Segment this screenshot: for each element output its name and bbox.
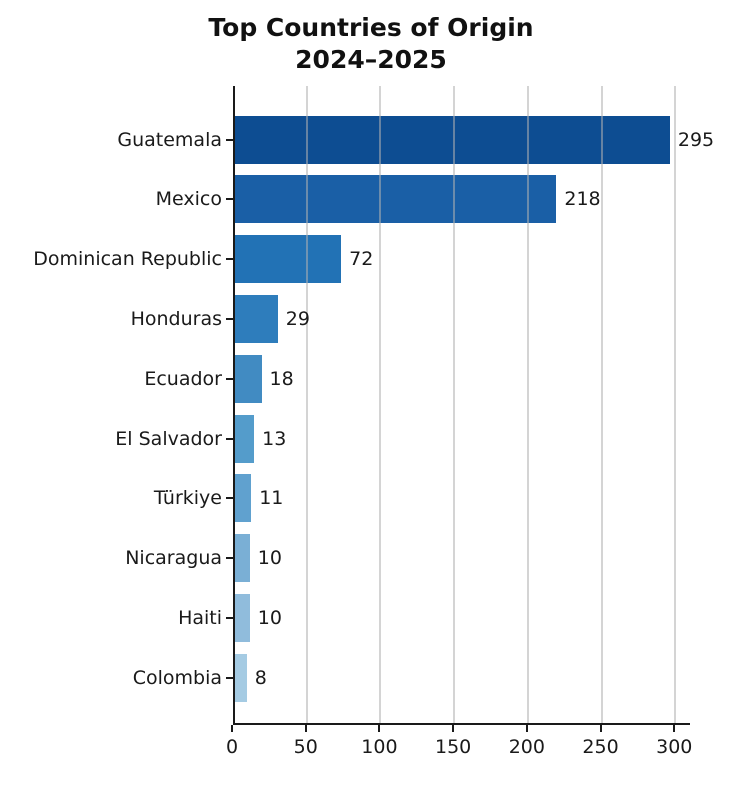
bar-mexico bbox=[235, 175, 557, 224]
y-tick-label: Guatemala bbox=[117, 128, 222, 151]
y-tick-label: Nicaragua bbox=[125, 547, 222, 570]
bar-ecuador bbox=[235, 354, 262, 403]
y-tick-mark bbox=[226, 377, 233, 380]
chart-title: Top Countries of Origin bbox=[208, 13, 534, 42]
x-tick-mark bbox=[599, 725, 602, 732]
x-tick-mark bbox=[452, 725, 455, 732]
bar-nicaragua bbox=[235, 534, 250, 583]
chart-title-block: Top Countries of Origin 2024–2025 bbox=[0, 12, 742, 76]
x-tick-mark bbox=[231, 725, 233, 732]
y-tick-mark bbox=[226, 258, 233, 261]
x-tick-label: 0 bbox=[225, 736, 239, 758]
gridline bbox=[526, 86, 529, 723]
y-tick-mark bbox=[226, 497, 233, 500]
x-tick-mark bbox=[304, 725, 307, 732]
x-tick-label: 150 bbox=[434, 736, 472, 758]
bar-el-salvador bbox=[235, 414, 255, 463]
gridline bbox=[674, 86, 677, 723]
bar-dominican-republic bbox=[235, 235, 342, 284]
chart-subtitle: 2024–2025 bbox=[295, 45, 447, 74]
bar-value-label: 72 bbox=[349, 248, 374, 271]
x-tick-label: 300 bbox=[656, 736, 693, 758]
y-tick-label: Haiti bbox=[178, 606, 222, 629]
bar-honduras bbox=[235, 294, 278, 343]
gridline bbox=[305, 86, 308, 723]
bar-colombia bbox=[235, 653, 247, 702]
y-tick-label: Colombia bbox=[132, 666, 222, 689]
y-tick-label: El Salvador bbox=[115, 427, 222, 450]
gridline bbox=[379, 86, 382, 723]
y-tick-label: Ecuador bbox=[144, 367, 222, 390]
y-tick-label: Türkiye bbox=[153, 487, 222, 510]
y-tick-label: Honduras bbox=[130, 307, 222, 330]
x-tick-label: 200 bbox=[508, 736, 545, 758]
bar-haiti bbox=[235, 593, 250, 642]
bar-value-label: 295 bbox=[677, 128, 715, 151]
x-tick-label: 50 bbox=[293, 736, 318, 758]
bar-value-label: 8 bbox=[254, 666, 267, 689]
bar-value-label: 11 bbox=[259, 487, 284, 510]
y-tick-mark bbox=[226, 557, 233, 560]
x-tick-label: 100 bbox=[361, 736, 398, 758]
bar-value-label: 13 bbox=[262, 427, 287, 450]
gridline bbox=[453, 86, 456, 723]
y-tick-mark bbox=[226, 616, 233, 619]
y-tick-mark bbox=[226, 437, 233, 440]
y-tick-label: Mexico bbox=[155, 188, 222, 211]
y-tick-mark bbox=[226, 138, 233, 141]
y-tick-mark bbox=[226, 198, 233, 201]
x-tick-mark bbox=[673, 725, 676, 732]
x-tick-mark bbox=[378, 725, 381, 732]
y-tick-mark bbox=[226, 317, 233, 320]
x-tick-label: 250 bbox=[582, 736, 619, 758]
y-tick-label: Dominican Republic bbox=[33, 248, 222, 271]
y-tick-mark bbox=[226, 676, 233, 679]
bar-value-label: 218 bbox=[564, 188, 601, 211]
bar-value-label: 29 bbox=[285, 307, 310, 330]
bar-value-label: 10 bbox=[257, 606, 282, 629]
x-tick-mark bbox=[525, 725, 528, 732]
gridline bbox=[600, 86, 603, 723]
bar-t-rkiye bbox=[235, 474, 252, 523]
bar-value-label: 18 bbox=[269, 367, 294, 390]
bar-value-label: 10 bbox=[257, 547, 282, 570]
plot-area bbox=[233, 86, 690, 725]
